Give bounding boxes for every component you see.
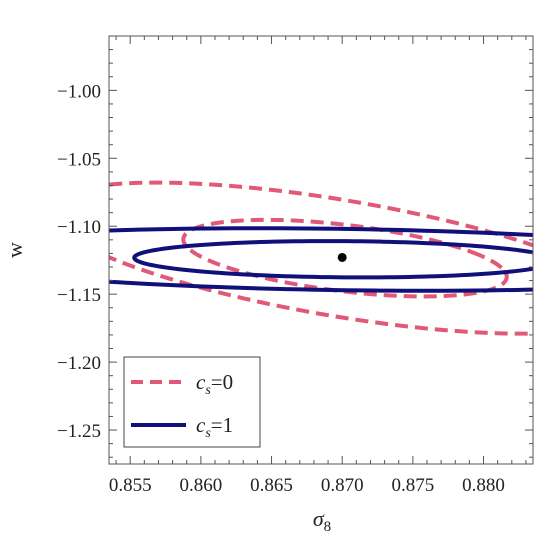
contour-cs1-1 (132, 239, 533, 280)
x-axis: 0.855 0.860 0.865 0.870 0.875 0.880 (109, 36, 527, 496)
legend-label-cs1: cs=1 (196, 413, 233, 441)
x-axis-label-sub: 8 (324, 519, 332, 535)
y-tick-label: −1.25 (57, 421, 101, 442)
y-tick-label: −1.05 (57, 149, 101, 170)
x-tick-label: 0.870 (321, 475, 364, 496)
legend-label-cs0: cs=0 (196, 370, 233, 398)
x-tick-label: 0.865 (250, 475, 293, 496)
x-tick-label: 0.860 (179, 475, 222, 496)
x-axis-label-main: σ (313, 506, 325, 531)
legend-label-cs1-rest: =1 (211, 413, 233, 437)
contour-cs1-2 (109, 226, 533, 293)
y-axis-label: w (2, 242, 27, 258)
contour-cs0-2 (109, 180, 533, 336)
legend-label-cs0-rest: =0 (211, 370, 233, 394)
legend: cs=0 cs=1 (123, 356, 261, 448)
plot-frame (108, 35, 534, 465)
legend-box (123, 356, 261, 448)
contour-layer (109, 180, 533, 336)
legend-label-cs1-sub: s (205, 426, 211, 441)
legend-label-cs0-sub: s (205, 383, 211, 398)
legend-label-cs0-main: c (196, 370, 206, 394)
x-tick-label: 0.880 (462, 475, 505, 496)
y-tick-label: −1.20 (57, 353, 101, 374)
x-tick-label: 0.855 (109, 475, 152, 496)
x-axis-label: σ8 (313, 506, 331, 535)
fiducial-point (337, 252, 347, 262)
legend-label-cs1-main: c (196, 413, 206, 437)
x-tick-label: 0.875 (391, 475, 434, 496)
y-tick-label: −1.10 (57, 217, 101, 238)
y-axis: −1.00 −1.05 −1.10 −1.15 −1.20 −1.25 (57, 35, 533, 458)
y-tick-label: −1.00 (57, 81, 101, 102)
y-tick-label: −1.15 (57, 285, 101, 306)
